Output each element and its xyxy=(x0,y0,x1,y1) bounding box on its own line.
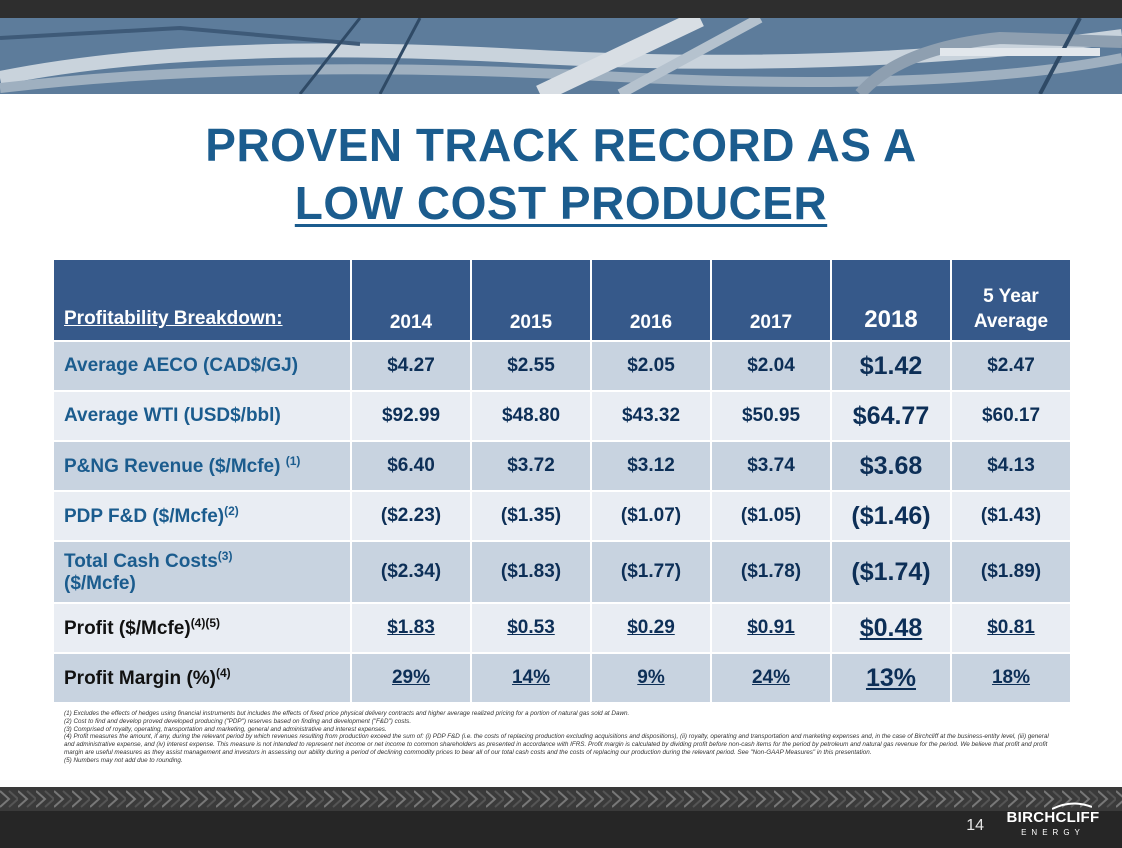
title-line-1: PROVEN TRACK RECORD AS A xyxy=(205,119,917,171)
table-cell-highlight: $64.77 xyxy=(830,390,952,442)
table-row: Total Cash Costs(3) ($/Mcfe) ($2.34) ($1.… xyxy=(52,540,1072,604)
table-cell: $4.13 xyxy=(950,440,1072,492)
table-cell-highlight: ($1.46) xyxy=(830,490,952,542)
table-cell: $3.74 xyxy=(710,440,832,492)
table-row: Average AECO (CAD$/GJ) $4.27 $2.55 $2.05… xyxy=(52,340,1072,392)
table-row: Profit Margin (%)(4) 29% 14% 9% 24% 13% … xyxy=(52,652,1072,704)
table-cell: $43.32 xyxy=(590,390,712,442)
table-cell: $2.47 xyxy=(950,340,1072,392)
footnotes: (1) Excludes the effects of hedges using… xyxy=(64,710,1054,765)
table-cell: 18% xyxy=(950,652,1072,704)
pipeline-banner-image xyxy=(0,18,1122,94)
row-footnote-ref: (2) xyxy=(224,504,239,518)
row-label: PDP F&D ($/Mcfe)(2) xyxy=(52,490,352,542)
row-footnote-ref: (3) xyxy=(217,549,233,563)
row-footnote-ref: (1) xyxy=(285,454,301,468)
row-label-line2: ($/Mcfe) xyxy=(64,573,136,594)
header-year: 2015 xyxy=(470,258,592,342)
table-cell: ($1.83) xyxy=(470,540,592,604)
table-cell: ($1.07) xyxy=(590,490,712,542)
header-year: 2014 xyxy=(350,258,472,342)
table-cell: 29% xyxy=(350,652,472,704)
title-line-2: LOW COST PRODUCER xyxy=(294,177,828,229)
company-logo: BIRCHCLIFF ENERGY xyxy=(998,809,1108,837)
row-label: Profit ($/Mcfe)(4)(5) xyxy=(52,602,352,654)
top-dark-bar xyxy=(0,0,1122,18)
header-year-highlight: 2018 xyxy=(830,258,952,342)
header-label: Profitability Breakdown: xyxy=(52,258,352,342)
row-footnote-ref: (4) xyxy=(216,666,231,680)
table-row: Average WTI (USD$/bbl) $92.99 $48.80 $43… xyxy=(52,390,1072,442)
table-cell: 9% xyxy=(590,652,712,704)
table-cell-highlight: $0.48 xyxy=(830,602,952,654)
footnote: (5) Numbers may not add due to rounding. xyxy=(64,756,183,764)
table-cell: ($1.89) xyxy=(950,540,1072,604)
row-label: Average AECO (CAD$/GJ) xyxy=(52,340,352,392)
table-cell: $6.40 xyxy=(350,440,472,492)
table-cell: ($1.78) xyxy=(710,540,832,604)
table-row: P&NG Revenue ($/Mcfe) (1) $6.40 $3.72 $3… xyxy=(52,440,1072,492)
footnote: (2) Cost to find and develop proved deve… xyxy=(64,717,412,725)
header-average-line2: Average xyxy=(973,311,1049,332)
table-cell: ($1.77) xyxy=(590,540,712,604)
table-cell: $1.83 xyxy=(350,602,472,654)
row-label: Profit Margin (%)(4) xyxy=(52,652,352,704)
table-cell: $2.05 xyxy=(590,340,712,392)
table-cell: $50.95 xyxy=(710,390,832,442)
table-cell-highlight: $1.42 xyxy=(830,340,952,392)
header-average-line1: 5 Year xyxy=(983,286,1039,307)
table-cell: $3.72 xyxy=(470,440,592,492)
header-average: 5 Year Average xyxy=(950,258,1072,342)
table-cell: $2.55 xyxy=(470,340,592,392)
table-cell: $0.81 xyxy=(950,602,1072,654)
row-label-text: Average AECO (CAD$/GJ) xyxy=(64,355,299,376)
logo-sub: ENERGY xyxy=(1021,828,1085,837)
footnote: (4) Profit measures the amount, if any, … xyxy=(64,733,1049,756)
table-header-row: Profitability Breakdown: 2014 2015 2016 … xyxy=(52,258,1072,342)
table-cell: ($1.43) xyxy=(950,490,1072,542)
table-cell-highlight: 13% xyxy=(830,652,952,704)
row-label-text: P&NG Revenue ($/Mcfe) xyxy=(64,456,281,477)
row-label-text: Total Cash Costs xyxy=(64,551,218,572)
table-cell-highlight: $3.68 xyxy=(830,440,952,492)
profitability-table: Profitability Breakdown: 2014 2015 2016 … xyxy=(52,258,1072,704)
table-cell: $3.12 xyxy=(590,440,712,492)
footnote: (1) Excludes the effects of hedges using… xyxy=(64,710,630,717)
table-cell: 14% xyxy=(470,652,592,704)
header-year: 2016 xyxy=(590,258,712,342)
row-label-text: Average WTI (USD$/bbl) xyxy=(64,405,281,426)
table-cell: $60.17 xyxy=(950,390,1072,442)
row-label-text: Profit Margin (%) xyxy=(64,668,216,689)
row-label: P&NG Revenue ($/Mcfe) (1) xyxy=(52,440,352,492)
table-cell: $0.53 xyxy=(470,602,592,654)
table-row: PDP F&D ($/Mcfe)(2) ($2.23) ($1.35) ($1.… xyxy=(52,490,1072,542)
row-label-text: PDP F&D ($/Mcfe) xyxy=(64,506,225,527)
table-cell: $2.04 xyxy=(710,340,832,392)
table-row: Profit ($/Mcfe)(4)(5) $1.83 $0.53 $0.29 … xyxy=(52,602,1072,654)
table-cell: ($1.05) xyxy=(710,490,832,542)
table-cell: 24% xyxy=(710,652,832,704)
table-cell: ($2.34) xyxy=(350,540,472,604)
slide-title: PROVEN TRACK RECORD AS A LOW COST PRODUC… xyxy=(0,116,1122,232)
table-cell: $92.99 xyxy=(350,390,472,442)
row-label: Average WTI (USD$/bbl) xyxy=(52,390,352,442)
footnote: (3) Comprised of royalty, operating, tra… xyxy=(64,725,387,733)
page-number: 14 xyxy=(966,817,984,834)
table-cell: $48.80 xyxy=(470,390,592,442)
row-label-text: Profit ($/Mcfe) xyxy=(64,618,191,639)
table-cell: $0.91 xyxy=(710,602,832,654)
table-cell: $0.29 xyxy=(590,602,712,654)
row-label: Total Cash Costs(3) ($/Mcfe) xyxy=(52,540,352,604)
table-cell: ($2.23) xyxy=(350,490,472,542)
row-footnote-ref: (4)(5) xyxy=(190,616,221,630)
footer-bar: 14 BIRCHCLIFF ENERGY xyxy=(0,787,1122,848)
footer-pattern xyxy=(0,787,1122,811)
header-year: 2017 xyxy=(710,258,832,342)
logo-swoosh-icon xyxy=(1052,802,1092,810)
logo-brand: BIRCHCLIFF xyxy=(1006,809,1100,826)
table-cell-highlight: ($1.74) xyxy=(830,540,952,604)
table-cell: ($1.35) xyxy=(470,490,592,542)
table-cell: $4.27 xyxy=(350,340,472,392)
